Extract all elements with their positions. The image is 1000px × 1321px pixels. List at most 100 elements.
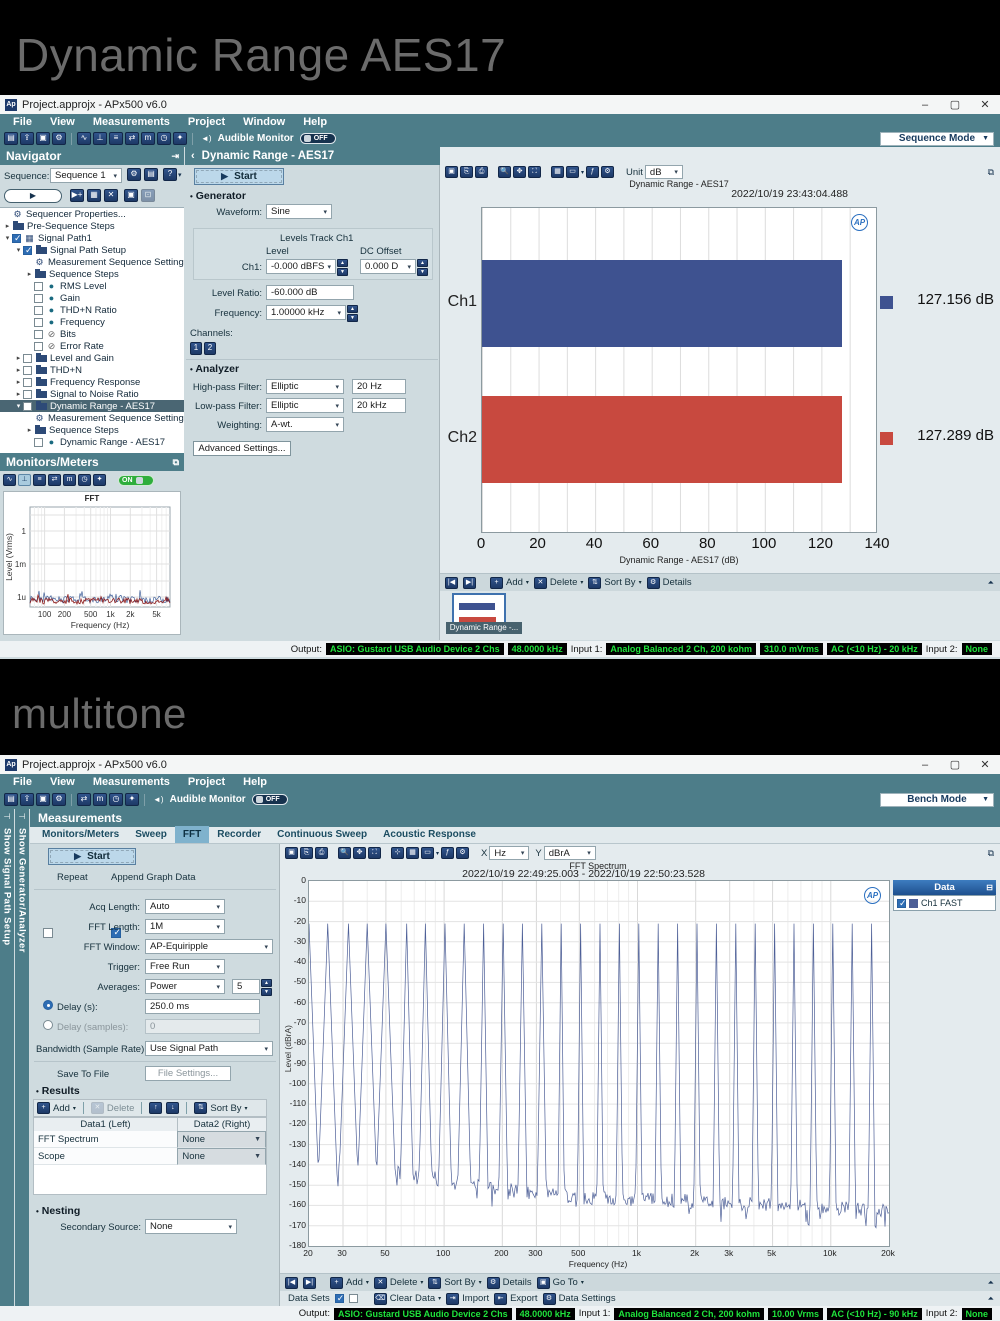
dc-offset-spinner[interactable]: ▲ ▼ bbox=[417, 259, 428, 276]
expand-arrow-icon[interactable]: ▸ bbox=[27, 427, 32, 434]
save-graph-icon[interactable]: ▣ bbox=[285, 847, 298, 859]
zoom-icon[interactable]: 🔍 bbox=[338, 847, 351, 859]
menu-item-measurements[interactable]: Measurements bbox=[92, 116, 170, 128]
input1-range-chip[interactable]: 310.0 mVrms bbox=[759, 643, 824, 655]
save-graph-icon[interactable]: ▣ bbox=[445, 166, 458, 178]
bandwidth-select[interactable]: Use Signal Path ▾ bbox=[145, 1041, 273, 1056]
collapse-arrow-icon[interactable]: ▾ bbox=[16, 403, 21, 410]
xy-graph-icon[interactable]: ✦ bbox=[125, 793, 139, 806]
sequence-select[interactable]: Sequence 1 ▾ bbox=[50, 168, 122, 183]
fx-icon[interactable]: ƒ bbox=[441, 847, 455, 859]
chevron-down-icon[interactable]: ▾ bbox=[436, 850, 440, 857]
fx-icon[interactable]: ƒ bbox=[586, 166, 600, 178]
result-row-scope[interactable]: Scope bbox=[34, 1148, 178, 1165]
grid-icon[interactable]: ▦ bbox=[551, 166, 564, 178]
tree-checkbox[interactable] bbox=[34, 341, 43, 351]
sequence-settings-gear-icon[interactable]: ⚙ bbox=[127, 168, 141, 181]
cursor-icon[interactable]: ▭ bbox=[566, 166, 579, 178]
advanced-settings-button[interactable]: Advanced Settings... bbox=[193, 441, 291, 456]
hp-filter-select[interactable]: Elliptic ▾ bbox=[266, 379, 344, 394]
maximize-button[interactable]: ▢ bbox=[949, 99, 961, 111]
menu-item-window[interactable]: Window bbox=[243, 116, 286, 128]
collapse-legend-icon[interactable]: ⊟ bbox=[986, 883, 993, 892]
chevron-down-icon[interactable]: ▾ bbox=[178, 172, 182, 179]
sweep-icon[interactable]: ⇄ bbox=[77, 793, 91, 806]
xy-graph-icon[interactable]: ✦ bbox=[173, 132, 187, 145]
ch1-level-select[interactable]: -0.000 dBFS ▾ bbox=[266, 259, 336, 274]
chevron-down-icon[interactable]: ▾ bbox=[581, 169, 585, 176]
details-button[interactable]: ⚙ Details bbox=[486, 1276, 532, 1289]
tab-recorder[interactable]: Recorder bbox=[217, 829, 262, 840]
sequence-report-icon[interactable]: ▤ bbox=[144, 168, 158, 181]
channel-2-button[interactable]: 2 bbox=[204, 342, 216, 355]
expand-graph-icon[interactable]: ⧉ bbox=[987, 847, 994, 858]
expand-graph-icon[interactable]: ⧉ bbox=[987, 166, 994, 177]
lp-freq-field[interactable]: 20 kHz bbox=[352, 398, 406, 413]
output-device-chip[interactable]: ASIO: Gustard USB Audio Device 2 Chs bbox=[325, 643, 504, 655]
tree-item[interactable]: ⊘ Error Rate bbox=[0, 340, 184, 352]
tree-checkbox[interactable] bbox=[23, 377, 32, 387]
back-chevron-icon[interactable]: ‹ bbox=[191, 150, 195, 162]
fit-graph-icon[interactable]: ⛶ bbox=[368, 847, 381, 859]
input1-connector-chip[interactable]: Analog Balanced 2 Ch, 200 kohm bbox=[606, 643, 756, 655]
unit-select[interactable]: dB ▾ bbox=[644, 165, 683, 179]
tree-checkbox[interactable] bbox=[34, 281, 43, 291]
tree-item[interactable]: ● Gain bbox=[0, 292, 184, 304]
add-button[interactable]: + Add ▾ bbox=[490, 576, 529, 589]
export-button[interactable]: ⇤ Export bbox=[494, 1292, 538, 1305]
maximize-button[interactable]: ▢ bbox=[949, 759, 961, 771]
tree-item[interactable]: ▾ Signal Path Setup bbox=[0, 244, 184, 256]
new-project-icon[interactable]: ▤ bbox=[4, 132, 18, 145]
waveform-select[interactable]: Sine ▾ bbox=[266, 204, 332, 219]
zoom-icon[interactable]: 🔍 bbox=[498, 166, 511, 178]
frequency-spinner[interactable]: ▲ ▼ bbox=[347, 305, 358, 322]
start-button[interactable]: ▶ Start bbox=[48, 848, 136, 865]
signal-monitor-icon[interactable]: ∿ bbox=[77, 132, 91, 145]
tree-item[interactable]: ⚙ Measurement Sequence Settings... bbox=[0, 412, 184, 424]
result-row-scope-data2-select[interactable]: None ▼ bbox=[177, 1148, 266, 1165]
tree-item[interactable]: ● THD+N Ratio bbox=[0, 304, 184, 316]
menu-item-help[interactable]: Help bbox=[303, 116, 328, 128]
fft-length-select[interactable]: 1M ▾ bbox=[145, 919, 225, 934]
run-sequence-button[interactable]: ▶ bbox=[4, 189, 62, 203]
input1-connector-chip[interactable]: Analog Balanced 2 Ch, 200 kohm bbox=[614, 1307, 764, 1320]
tree-item[interactable]: ● Dynamic Range - AES17 bbox=[0, 436, 184, 448]
trigger-select[interactable]: Free Run ▾ bbox=[145, 959, 225, 974]
input2-chip[interactable]: None bbox=[961, 643, 992, 655]
expand-icon[interactable]: ⧉ bbox=[172, 456, 179, 467]
clock-icon[interactable]: ◷ bbox=[109, 793, 123, 806]
tree-item[interactable]: ▸ Level and Gain bbox=[0, 352, 184, 364]
tree-checkbox[interactable] bbox=[34, 293, 43, 303]
list-icon[interactable]: ≡ bbox=[109, 132, 123, 145]
menu-item-project[interactable]: Project bbox=[187, 116, 226, 128]
series-visible-checkbox[interactable] bbox=[897, 898, 907, 909]
legend-row[interactable]: Ch1 FAST bbox=[893, 895, 996, 911]
stop-icon[interactable]: ✕ bbox=[104, 189, 118, 202]
expand-arrow-icon[interactable]: ▸ bbox=[16, 355, 21, 362]
y-unit-select[interactable]: dBrA ▾ bbox=[543, 846, 596, 860]
bar-ch1[interactable] bbox=[482, 260, 842, 347]
first-record-icon[interactable]: |◀ bbox=[285, 1276, 298, 1289]
menu-item-project[interactable]: Project bbox=[187, 776, 226, 788]
dataset-2-checkbox[interactable] bbox=[348, 1294, 358, 1303]
secondary-source-select[interactable]: None ▾ bbox=[145, 1219, 237, 1234]
xy-monitor-icon[interactable]: ✦ bbox=[93, 474, 106, 486]
fit-graph-icon[interactable]: ⛶ bbox=[528, 166, 541, 178]
level-ratio-field[interactable]: -60.000 dB bbox=[266, 285, 354, 300]
x-unit-select[interactable]: Hz ▾ bbox=[489, 846, 530, 860]
clock-monitor-icon[interactable]: ◷ bbox=[78, 474, 91, 486]
input1-bandwidth-chip[interactable]: AC (<10 Hz) - 90 kHz bbox=[827, 1307, 922, 1320]
fft-window-select[interactable]: AP-Equiripple ▾ bbox=[145, 939, 273, 954]
result-row-fft-data2-select[interactable]: None ▼ bbox=[177, 1131, 266, 1148]
bar-ch2[interactable] bbox=[482, 396, 842, 483]
side-tab-signal-path[interactable]: ⊣ Show Signal Path Setup bbox=[0, 809, 14, 1306]
tree-checkbox[interactable] bbox=[34, 305, 43, 315]
first-record-icon[interactable]: |◀ bbox=[445, 576, 458, 589]
expand-arrow-icon[interactable]: ▸ bbox=[16, 391, 21, 398]
tree-checkbox[interactable] bbox=[23, 365, 32, 375]
multitone-icon[interactable]: m bbox=[93, 793, 107, 806]
expand-arrow-icon[interactable]: ▸ bbox=[16, 379, 21, 386]
add-button[interactable]: + Add ▾ bbox=[330, 1276, 369, 1289]
graph-settings-gear-icon[interactable]: ⚙ bbox=[601, 166, 615, 178]
import-button[interactable]: ⇥ Import bbox=[446, 1292, 489, 1305]
